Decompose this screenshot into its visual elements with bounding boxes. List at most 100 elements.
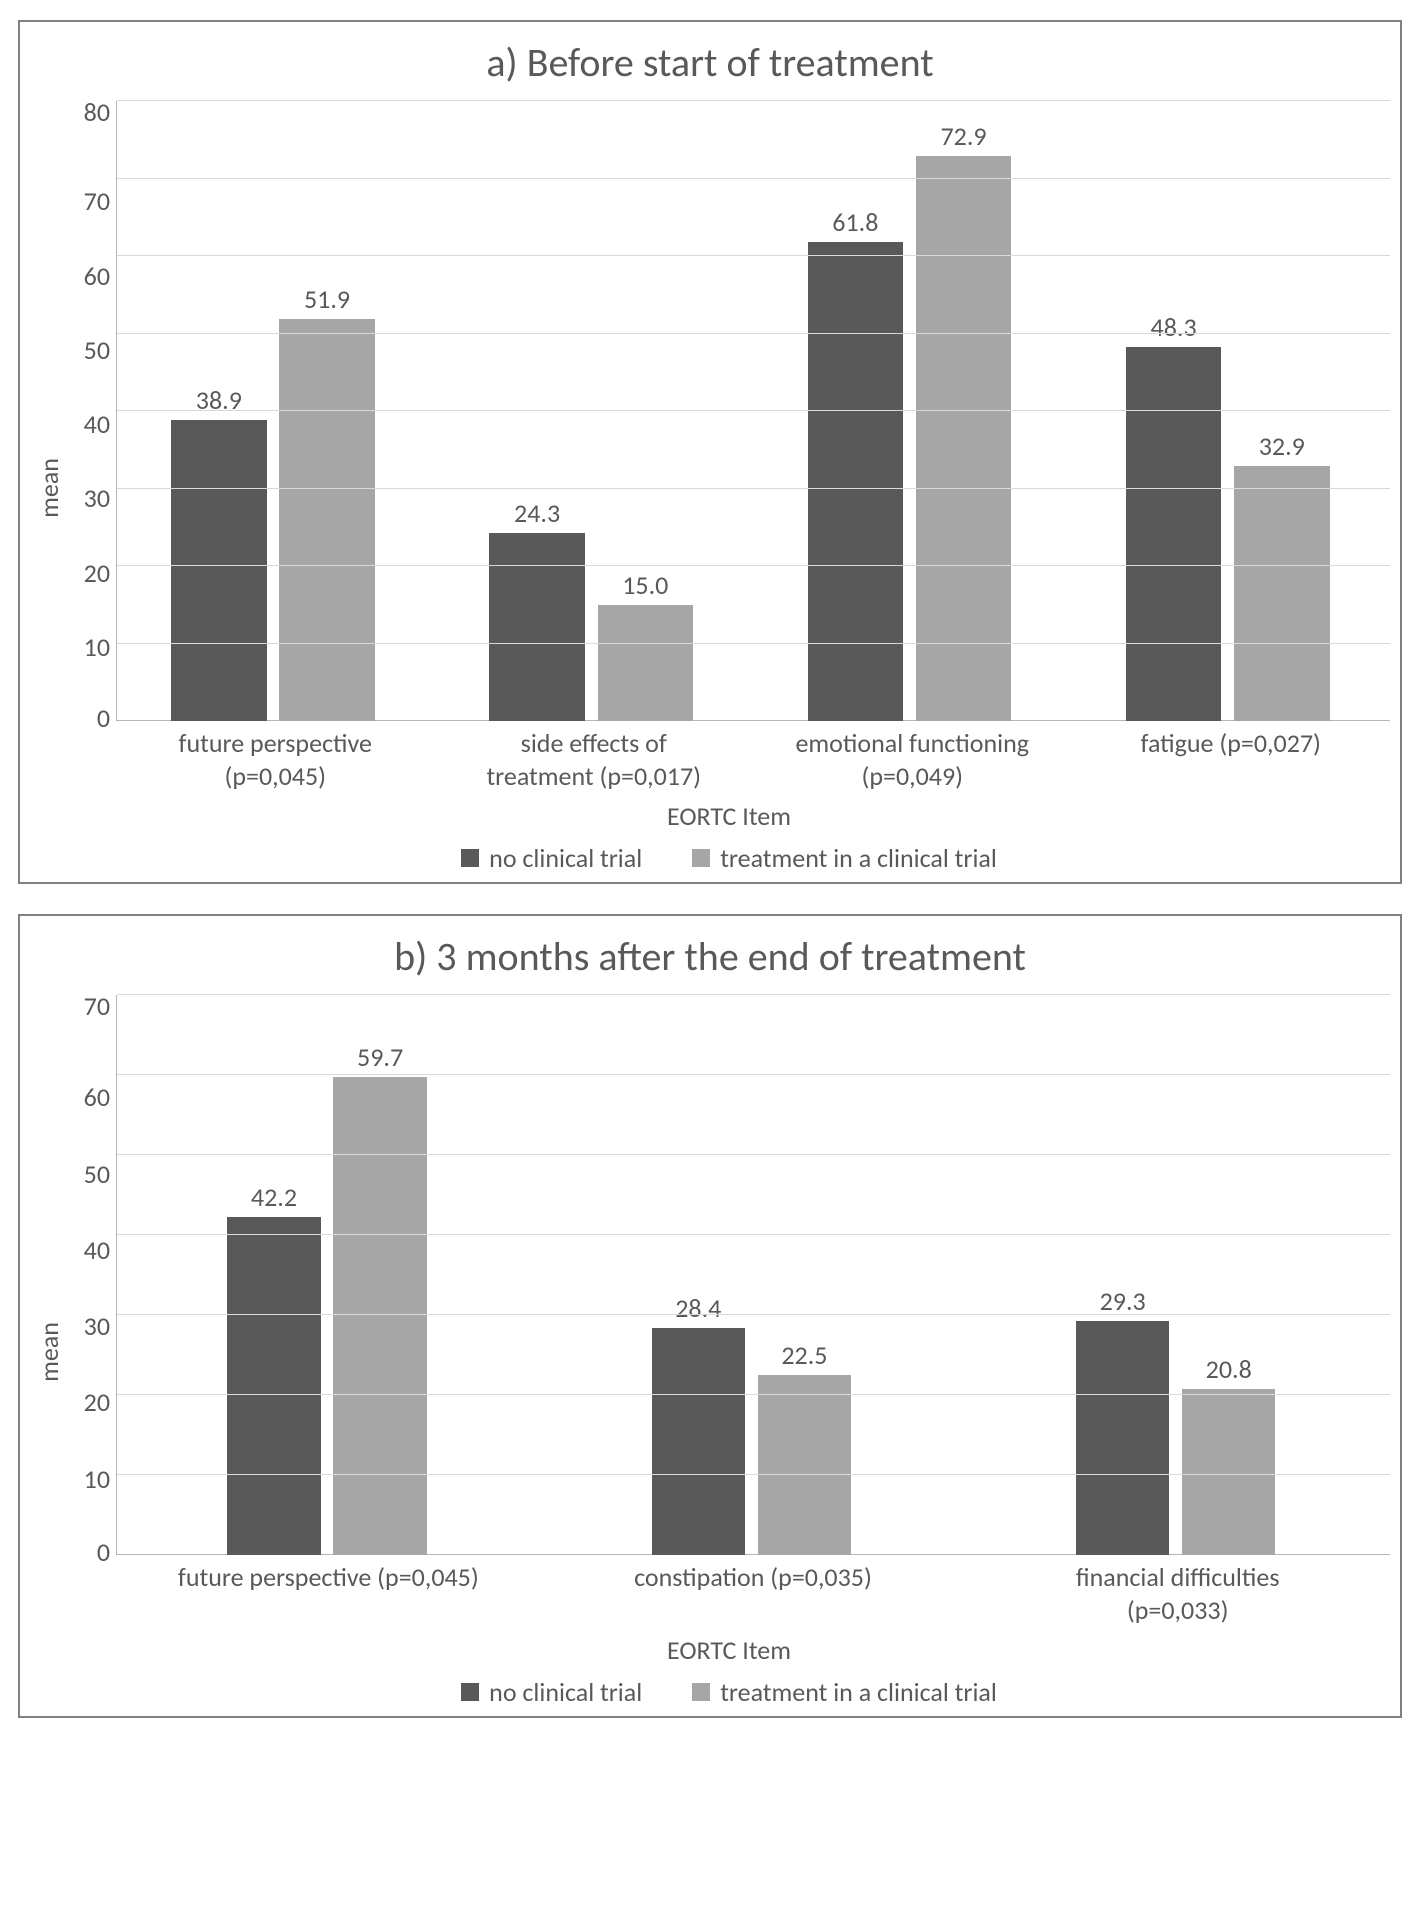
bar-value-label: 48.3 (1151, 311, 1197, 343)
bar-group: 48.332.9 (1072, 101, 1390, 721)
gridline (117, 410, 1390, 411)
bar-value-label: 20.8 (1206, 1353, 1252, 1385)
bar-group: 29.3 20.8 (966, 995, 1390, 1555)
bar-value-label: 61.8 (832, 206, 878, 238)
chart-b-plot-area: 42.259.728.422.529.320.8 (116, 995, 1390, 1555)
gridline (117, 255, 1390, 256)
category-label: emotional functioning(p=0,049) (753, 721, 1072, 792)
chart-a-plot-row: mean 80706050403020100 38.951.924.315.06… (30, 101, 1390, 874)
bar-group: 61.872.9 (754, 101, 1072, 721)
bar-value-label: 15.0 (622, 569, 668, 601)
legend-swatch-treatment-in-trial (692, 849, 710, 867)
legend-item-no-clinical-trial: no clinical trial (461, 842, 642, 874)
gridline (117, 333, 1390, 334)
bar-no-clinical-trial: 24.3 (489, 533, 584, 721)
y-tick: 20 (84, 1389, 110, 1415)
chart-b-panel: b) 3 months after the end of treatment m… (18, 914, 1402, 1718)
bar-value-label: 72.9 (940, 120, 986, 152)
chart-a-plot-body: 80706050403020100 38.951.924.315.061.872… (68, 101, 1390, 874)
category-label: constipation (p=0,035) (541, 1555, 966, 1626)
page: a) Before start of treatment mean 80 70 60… (0, 0, 1420, 1768)
chart-b-category-row: future perspective (p=0,045)constipation… (116, 1555, 1390, 1626)
chart-b-legend: no clinical trial treatment in a clinica… (68, 1676, 1390, 1708)
category-label: fatigue (p=0,027) (1072, 721, 1391, 792)
y-tick: 0 (97, 705, 110, 731)
chart-a-ylabel: mean (33, 458, 65, 518)
legend-label-treatment-in-trial: treatment in a clinical trial (720, 1676, 997, 1708)
chart-a-ytick-col: 80706050403020100 (68, 101, 116, 721)
bar-treatment-in-trial: 15.0 (598, 605, 693, 721)
gridline (117, 100, 1390, 101)
bar-no-clinical-trial: 28.4 (652, 1328, 745, 1555)
chart-a-legend: no clinical trial treatment in a clinica… (68, 842, 1390, 874)
bar-group: 24.315.0 (435, 101, 753, 721)
gridline (117, 1234, 1390, 1235)
bar-no-clinical-trial: 29.3 (1076, 1321, 1169, 1555)
gridline (117, 488, 1390, 489)
gridline (117, 1474, 1390, 1475)
bar-no-clinical-trial: 42.2 (227, 1217, 320, 1555)
gridline (117, 994, 1390, 995)
legend-swatch-treatment-in-trial (692, 1683, 710, 1701)
bar-no-clinical-trial: 48.3 (1126, 347, 1221, 721)
legend-item-treatment-in-trial: treatment in a clinical trial (692, 842, 997, 874)
gridline (117, 1314, 1390, 1315)
bar-no-clinical-trial: 38.9 (171, 420, 266, 721)
y-tick: 20 (84, 560, 110, 586)
chart-b-axes-row: 706050403020100 42.259.728.422.529.320.8 (68, 995, 1390, 1555)
y-tick: 30 (84, 485, 110, 511)
y-tick: 70 (84, 993, 110, 1019)
bar-treatment-in-trial: 22.5 (758, 1375, 851, 1555)
gridline (117, 643, 1390, 644)
bar-group: 28.422.5 (541, 995, 965, 1555)
y-tick: 50 (84, 1161, 110, 1187)
bar-value-label: 51.9 (304, 283, 350, 315)
chart-a-category-row: future perspective(p=0,045)side effects … (116, 721, 1390, 792)
y-tick: 10 (84, 1466, 110, 1492)
bar-value-label: 59.7 (357, 1041, 403, 1073)
legend-swatch-no-clinical-trial (461, 1683, 479, 1701)
chart-a-panel: a) Before start of treatment mean 807060… (18, 20, 1402, 884)
category-label: financial difficulties(p=0,033) (965, 1555, 1390, 1626)
bar-value-label: 32.9 (1259, 430, 1305, 462)
legend-label-no-clinical-trial: no clinical trial (489, 842, 642, 874)
chart-b-title: b) 3 months after the end of treatment (30, 932, 1390, 981)
chart-a-groups: 38.951.924.315.061.872.948.332.9 (117, 101, 1390, 721)
chart-b-plot-body: 706050403020100 42.259.728.422.529.320.8… (68, 995, 1390, 1708)
chart-a-title: a) Before start of treatment (30, 38, 1390, 87)
y-tick: 50 (84, 337, 110, 363)
chart-b-xlabel: EORTC Item (68, 1634, 1390, 1666)
category-label: future perspective(p=0,045) (116, 721, 435, 792)
legend-item-treatment-in-trial: treatment in a clinical trial (692, 1676, 997, 1708)
y-tick: 60 (84, 1084, 110, 1110)
y-tick: 70 (84, 188, 110, 214)
y-tick: 40 (84, 1237, 110, 1263)
chart-a-plot-area: 38.951.924.315.061.872.948.332.9 (116, 101, 1390, 721)
bar-treatment-in-trial: 59.7 (333, 1077, 426, 1555)
bar-treatment-in-trial: 72.9 (916, 156, 1011, 721)
bar-value-label: 22.5 (781, 1339, 827, 1371)
bar-value-label: 24.3 (514, 497, 560, 529)
chart-b-plot-row: mean 706050403020100 42.259.728.422.529.… (30, 995, 1390, 1708)
gridline (117, 1394, 1390, 1395)
chart-b-ytick-col: 706050403020100 (68, 995, 116, 1555)
bar-value-label: 28.4 (675, 1292, 721, 1324)
chart-b-groups: 42.259.728.422.529.320.8 (117, 995, 1390, 1555)
legend-swatch-no-clinical-trial (461, 849, 479, 867)
category-label: side effects oftreatment (p=0,017) (435, 721, 754, 792)
chart-b-ylabel-col: mean (30, 995, 68, 1708)
gridline (117, 1154, 1390, 1155)
bar-no-clinical-trial: 61.8 (808, 242, 903, 721)
bar-treatment-in-trial: 32.9 (1234, 466, 1329, 721)
gridline (117, 565, 1390, 566)
legend-label-no-clinical-trial: no clinical trial (489, 1676, 642, 1708)
y-tick: 0 (97, 1539, 110, 1565)
category-label: future perspective (p=0,045) (116, 1555, 541, 1626)
bar-group: 38.9 51.9 (117, 101, 435, 721)
legend-label-treatment-in-trial: treatment in a clinical trial (720, 842, 997, 874)
y-tick: 10 (84, 634, 110, 660)
gridline (117, 178, 1390, 179)
y-tick: 30 (84, 1313, 110, 1339)
bar-value-label: 29.3 (1100, 1285, 1146, 1317)
y-tick: 80 (84, 99, 110, 125)
